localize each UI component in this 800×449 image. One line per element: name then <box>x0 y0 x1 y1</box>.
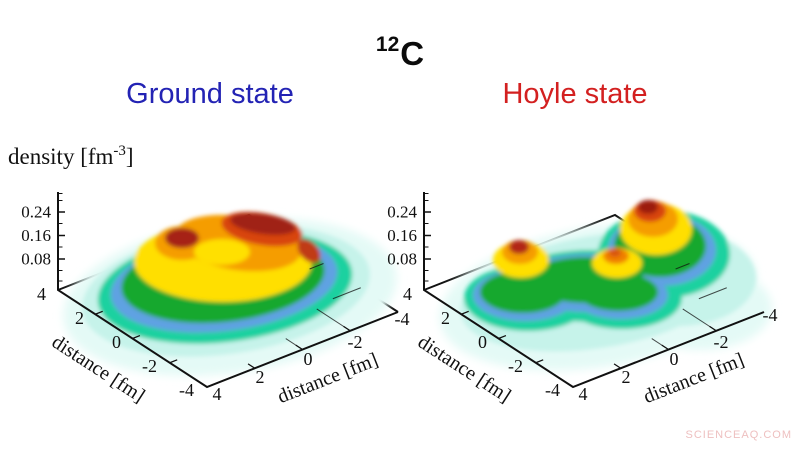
ground-left-tick-m2: -2 <box>142 356 157 376</box>
ground-density-bands <box>82 211 370 357</box>
hoyle-bottom-tick-2: 2 <box>622 367 631 387</box>
ground-state-label: Ground state <box>126 78 294 110</box>
ground-left-tick-0: 0 <box>112 332 121 352</box>
mass-number: 12 <box>375 33 400 56</box>
density-axis-exponent: -3 <box>113 143 126 159</box>
element-symbol: C <box>400 35 425 72</box>
hoyle-z-tick-008: 0.08 <box>387 250 417 269</box>
ground-bottom-tick-m2: -2 <box>348 332 363 352</box>
hoyle-z-tick-024: 0.24 <box>387 203 417 222</box>
hoyle-left-tick-m4: -4 <box>545 380 560 400</box>
hoyle-left-tick-2: 2 <box>441 308 450 328</box>
watermark: SCIENCEAQ.COM <box>685 429 792 441</box>
hoyle-bottom-tick-m4: -4 <box>763 305 778 325</box>
density-axis-prefix: density [fm <box>8 144 114 169</box>
ground-state-surface <box>63 211 397 376</box>
ground-bottom-tick-2: 2 <box>256 367 265 387</box>
hoyle-density-bands <box>460 200 756 352</box>
hoyle-bottom-axis-title: distance [fm] <box>640 349 747 408</box>
ground-bottom-tick-4: 4 <box>213 384 222 404</box>
figure-title: 12C <box>0 33 800 73</box>
ground-left-tick-4: 4 <box>37 284 46 304</box>
ground-left-tick-m4: -4 <box>179 380 194 400</box>
ground-bottom-tick-0: 0 <box>304 349 313 369</box>
density-axis-suffix: ] <box>125 144 134 169</box>
hoyle-z-tick-016: 0.16 <box>387 226 417 245</box>
ground-z-tick-008: 0.08 <box>21 250 51 269</box>
hoyle-left-tick-4: 4 <box>403 284 412 304</box>
density-axis-title: density [fm-3] <box>8 143 134 170</box>
hoyle-bottom-tick-m2: -2 <box>714 332 729 352</box>
hoyle-state-surface <box>439 200 772 371</box>
hoyle-state-label: Hoyle state <box>502 78 648 110</box>
hoyle-bottom-tick-4: 4 <box>579 384 588 404</box>
hoyle-left-tick-0: 0 <box>478 332 487 352</box>
ground-bottom-tick-m4: -4 <box>395 309 410 329</box>
hoyle-bottom-tick-0: 0 <box>670 349 679 369</box>
hoyle-left-tick-m2: -2 <box>508 356 523 376</box>
ground-left-tick-2: 2 <box>75 308 84 328</box>
ground-z-tick-016: 0.16 <box>21 226 51 245</box>
ground-z-tick-024: 0.24 <box>21 203 51 222</box>
